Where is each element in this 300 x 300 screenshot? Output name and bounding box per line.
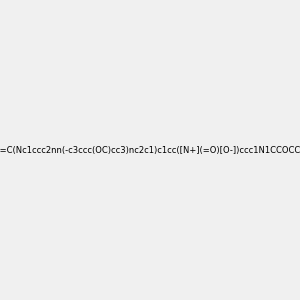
Text: O=C(Nc1ccc2nn(-c3ccc(OC)cc3)nc2c1)c1cc([N+](=O)[O-])ccc1N1CCOCC1: O=C(Nc1ccc2nn(-c3ccc(OC)cc3)nc2c1)c1cc([… <box>0 146 300 154</box>
